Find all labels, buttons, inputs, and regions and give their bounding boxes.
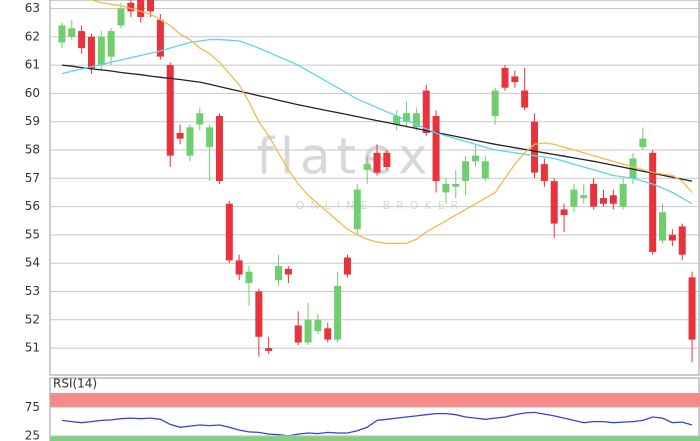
candle-body [304,319,312,343]
y-tick-label: 60 [25,86,40,100]
y-tick-label: 58 [25,143,40,157]
zone-band [50,435,700,441]
candle-body [531,121,539,173]
candle-body [78,31,86,49]
candle-body [570,189,578,207]
rsi-title: RSI(14) [53,377,97,391]
candle-body [127,2,135,12]
candle-body [599,198,607,204]
candle-body [206,127,214,148]
candle-body [432,116,440,182]
candle-body [521,90,529,108]
candle-body [58,25,66,43]
candle-body [619,183,627,207]
y-tick-label: 25 [25,428,40,441]
y-tick-label: 55 [25,227,40,241]
candle-body [275,266,283,281]
candle-body [471,155,479,162]
y-tick-label: 51 [25,341,40,355]
y-tick-label: 54 [25,256,40,270]
candle-body [324,328,332,340]
candle-body [314,319,322,332]
series-line [61,64,693,182]
candle-body [403,113,411,122]
candle-body [639,138,647,148]
candle-body [481,161,489,179]
candle-body [649,152,657,252]
candle-body [393,116,401,125]
candle-body [117,8,125,26]
y-tick-label: 59 [25,114,40,128]
candle-body [147,0,155,12]
series-line [61,38,693,205]
y-tick-label: 52 [25,312,40,326]
y-tick-label: 75 [25,400,40,414]
candle-body [363,164,371,170]
candle-body [334,285,342,340]
candle-body [629,158,637,179]
candle-body [383,152,391,167]
candle-body [560,209,568,216]
candle-body [452,183,460,187]
candle-body [166,65,174,156]
candle-body [265,348,273,351]
candle-body [412,113,420,128]
candle-body [668,234,676,241]
candle-body [540,164,548,182]
candle-body [137,0,145,17]
candle-body [97,36,105,66]
rsi-panel [49,377,700,441]
y-tick-label: 56 [25,199,40,213]
candle-body [678,226,686,255]
candle-body [284,268,292,275]
candle-body [225,203,233,261]
candle-body [422,90,430,134]
candle-body [186,127,194,156]
candle-body [659,212,667,241]
price-panel [49,0,700,376]
candle-body [609,195,617,204]
candle-body [255,291,263,337]
candle-body [550,181,558,224]
candle-body [245,271,253,284]
y-tick-label: 53 [25,284,40,298]
candle-body [196,113,204,125]
plot-area [50,393,700,441]
candle-body [491,90,499,117]
candle-body [156,19,164,57]
candle-body [501,67,509,88]
y-tick-label: 57 [25,171,40,185]
candle-body [294,325,302,343]
plot-area [58,0,696,363]
candle-body [68,28,76,37]
candle-body [87,36,95,68]
candle-body [590,183,598,207]
candle-body [373,152,381,173]
candle-body [176,133,184,139]
y-tick-label: 61 [25,58,40,72]
candle-body [215,116,223,182]
zone-band [50,393,700,408]
candle-body [462,161,470,182]
watermark-brand: flatex [256,128,433,186]
candle-body [353,189,361,230]
watermark-tagline: ONLINE BROKER [296,199,465,212]
y-tick-label: 63 [25,1,40,15]
candle-body [235,260,243,275]
candle-body [688,277,696,340]
candle-body [343,257,351,275]
candle-body [580,195,588,199]
y-tick-label: 62 [25,29,40,43]
candle-body [442,183,450,193]
candle-body [511,76,519,83]
candle-body [107,31,115,57]
series-line [61,411,693,437]
series-line [89,0,693,245]
